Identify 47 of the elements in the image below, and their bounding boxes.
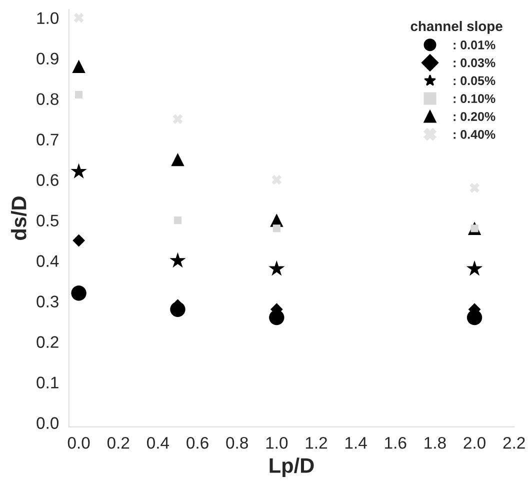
point bbox=[72, 234, 86, 247]
y-axis-title: ds/D bbox=[11, 196, 27, 240]
legend-label: : 0.01% bbox=[454, 40, 496, 50]
legend-label: : 0.03% bbox=[454, 58, 496, 68]
x-tick-label: 2.0 bbox=[464, 436, 486, 449]
point bbox=[272, 174, 282, 185]
x-tick-label: 0.6 bbox=[186, 436, 208, 449]
point bbox=[272, 224, 280, 232]
y-tick-label: 0.9 bbox=[36, 52, 58, 64]
point bbox=[171, 152, 184, 166]
x-tick-label: 1.6 bbox=[385, 436, 406, 449]
legend-label: : 0.05% bbox=[454, 76, 496, 86]
y-tick-label: 1.0 bbox=[37, 12, 59, 24]
point bbox=[174, 216, 182, 224]
y-tick-label: 0.0 bbox=[36, 417, 59, 429]
x-tick-label: 1.2 bbox=[306, 436, 327, 449]
y-tick-label: 0.1 bbox=[36, 376, 58, 388]
y-tick-label: 0.2 bbox=[36, 336, 58, 348]
y-tick-label: 0.5 bbox=[36, 214, 58, 226]
x-tick-label: 1.0 bbox=[266, 436, 288, 449]
point bbox=[72, 60, 86, 73]
point bbox=[172, 114, 183, 124]
legend-label: : 0.40% bbox=[454, 130, 496, 139]
point bbox=[70, 163, 87, 179]
x-tick-label: 0.4 bbox=[147, 436, 170, 449]
point bbox=[71, 286, 86, 301]
x-tick-label: 0.0 bbox=[68, 436, 90, 449]
legend-title: channel slope bbox=[410, 20, 502, 34]
point bbox=[466, 260, 483, 276]
x-tick-label: 0.2 bbox=[107, 436, 130, 449]
point bbox=[74, 90, 83, 99]
y-tick-label: 0.7 bbox=[36, 134, 58, 146]
x-tick-label: 0.8 bbox=[226, 436, 248, 449]
x-tick-label: 1.4 bbox=[345, 437, 367, 449]
y-tick-label: 0.6 bbox=[36, 174, 58, 186]
y-tick-label: 0.4 bbox=[36, 255, 59, 267]
point bbox=[170, 252, 186, 268]
legend-label: : 0.10% bbox=[454, 94, 496, 104]
point bbox=[470, 182, 480, 193]
y-tick-label: 0.3 bbox=[36, 296, 58, 308]
x-axis-title: Lp/D bbox=[270, 458, 314, 478]
y-tick-label: 0.8 bbox=[36, 93, 58, 105]
x-tick-label: 2.2 bbox=[503, 436, 525, 449]
legend-label: : 0.20% bbox=[454, 112, 496, 121]
point bbox=[268, 260, 285, 276]
point bbox=[74, 12, 84, 23]
x-tick-label: 1.8 bbox=[424, 436, 446, 449]
